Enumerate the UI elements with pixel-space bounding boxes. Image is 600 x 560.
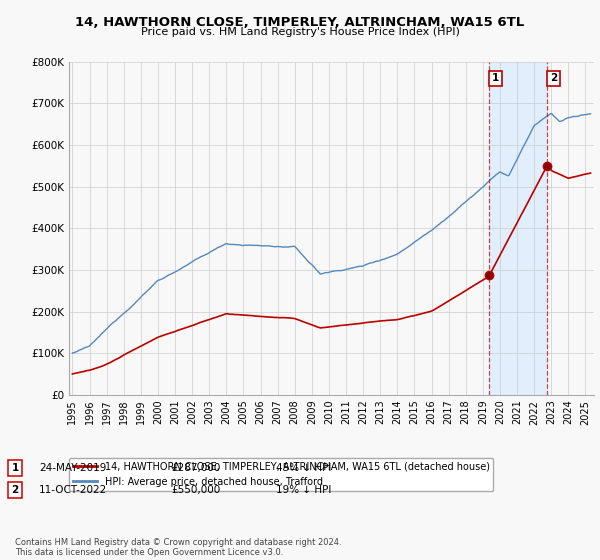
Text: Price paid vs. HM Land Registry's House Price Index (HPI): Price paid vs. HM Land Registry's House … bbox=[140, 27, 460, 37]
Text: 45% ↓ HPI: 45% ↓ HPI bbox=[276, 463, 331, 473]
Text: 1: 1 bbox=[11, 463, 19, 473]
Bar bbox=[490, 62, 547, 395]
Text: 1: 1 bbox=[492, 73, 499, 83]
Text: £550,000: £550,000 bbox=[171, 485, 220, 495]
Text: 11-OCT-2022: 11-OCT-2022 bbox=[39, 485, 107, 495]
Legend: 14, HAWTHORN CLOSE, TIMPERLEY, ALTRINCHAM, WA15 6TL (detached house), HPI: Avera: 14, HAWTHORN CLOSE, TIMPERLEY, ALTRINCHA… bbox=[68, 458, 493, 491]
Text: 2: 2 bbox=[550, 73, 557, 83]
Text: 19% ↓ HPI: 19% ↓ HPI bbox=[276, 485, 331, 495]
Text: £287,000: £287,000 bbox=[171, 463, 220, 473]
Text: 2: 2 bbox=[11, 485, 19, 495]
Text: 14, HAWTHORN CLOSE, TIMPERLEY, ALTRINCHAM, WA15 6TL: 14, HAWTHORN CLOSE, TIMPERLEY, ALTRINCHA… bbox=[76, 16, 524, 29]
Text: 24-MAY-2019: 24-MAY-2019 bbox=[39, 463, 106, 473]
Text: Contains HM Land Registry data © Crown copyright and database right 2024.
This d: Contains HM Land Registry data © Crown c… bbox=[15, 538, 341, 557]
